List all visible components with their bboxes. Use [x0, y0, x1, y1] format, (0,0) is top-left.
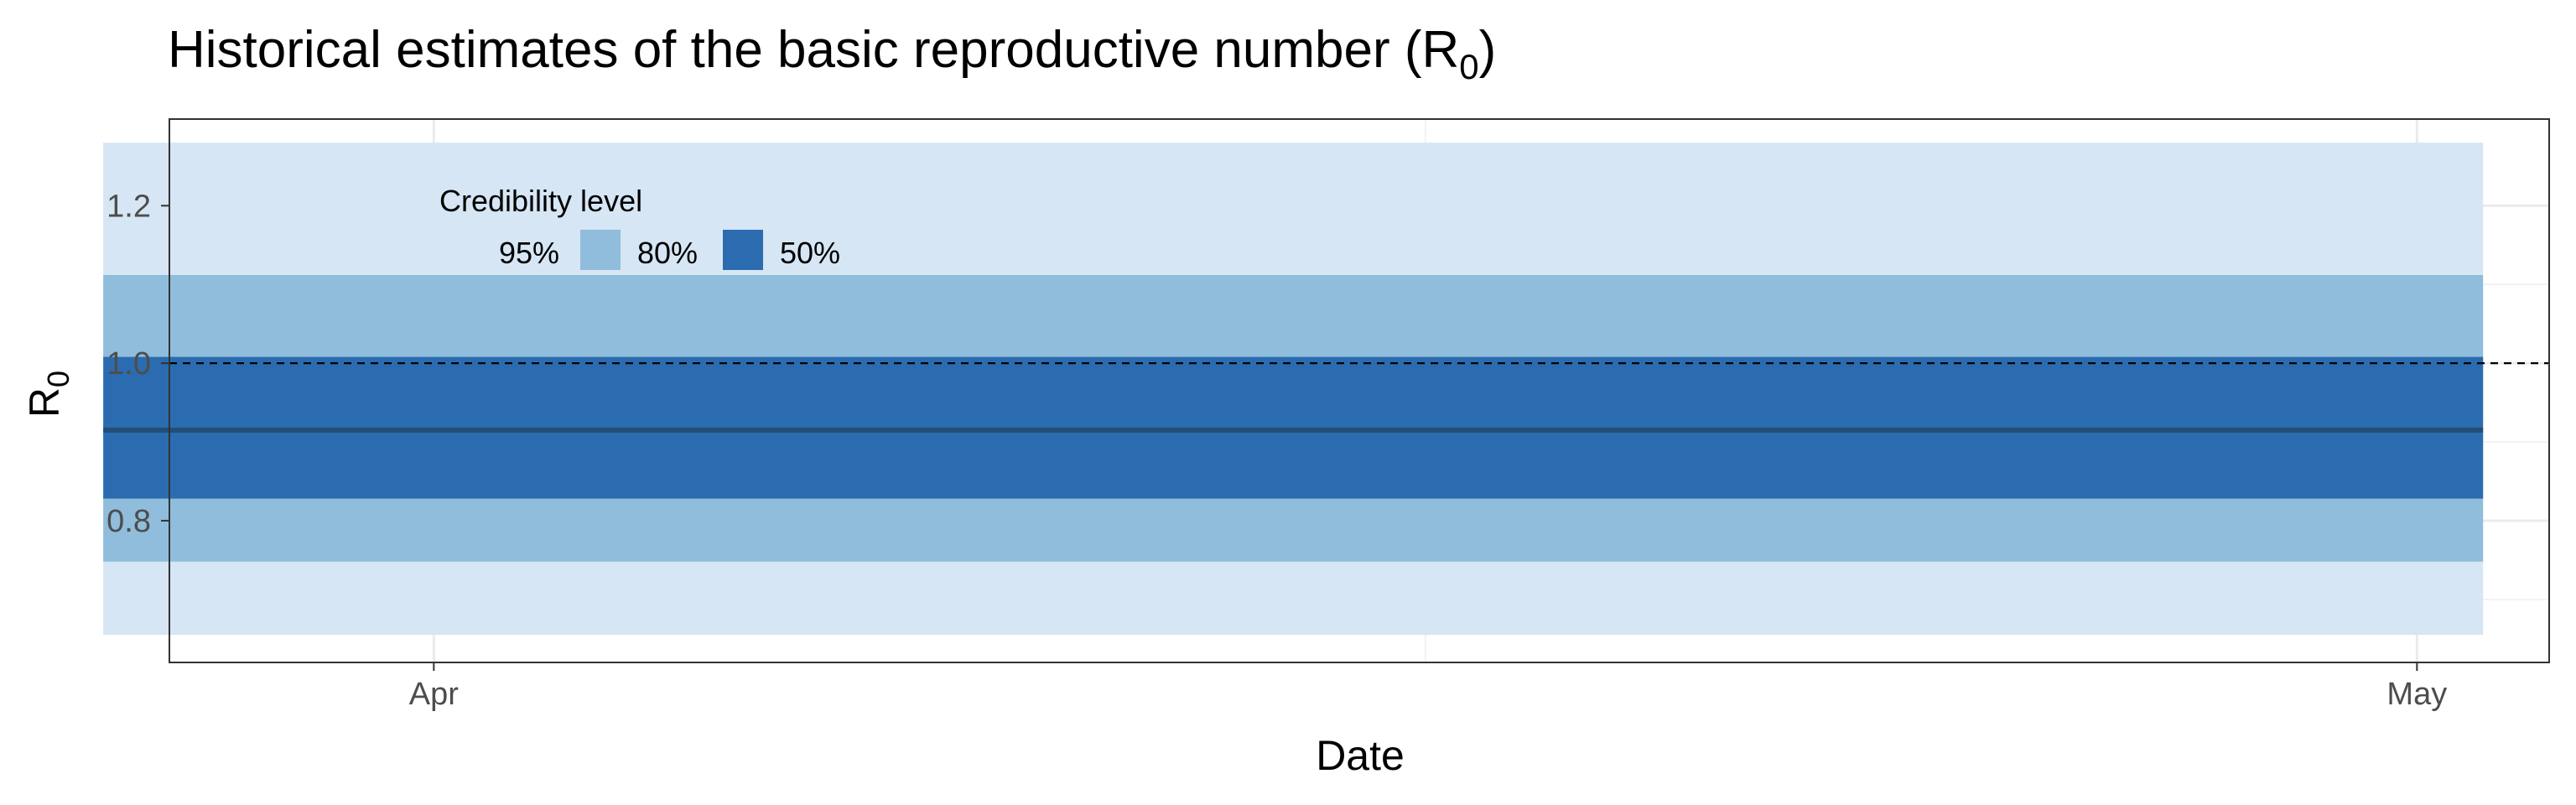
legend-label-50: 50%: [780, 236, 840, 270]
x-tick-label: Apr: [409, 677, 459, 712]
legend-label-80: 80%: [637, 236, 698, 270]
legend-title: Credibility level: [439, 184, 642, 218]
legend-label-95: 95%: [499, 236, 559, 270]
legend: Credibility level 95% 80% 50%: [439, 184, 840, 270]
chart-title: Historical estimates of the basic reprod…: [168, 21, 1496, 86]
y-tick-label: 0.8: [106, 504, 151, 539]
legend-swatch-80: [580, 230, 621, 270]
chart-title-main: Historical estimates of the basic reprod…: [168, 21, 1459, 79]
y-tick-label: 1.2: [106, 189, 151, 224]
y-tick-label: 1.0: [106, 346, 151, 382]
legend-swatch-50: [723, 230, 763, 270]
x-axis-ticks: Apr May: [409, 662, 2447, 712]
x-tick-label: May: [2386, 677, 2447, 712]
y-axis-title-group: R0: [21, 371, 75, 418]
y-axis-title-main: R: [21, 387, 68, 418]
y-axis-title: R0: [21, 371, 75, 418]
legend-entries: 95% 80% 50%: [499, 230, 840, 270]
x-axis-title: Date: [1316, 732, 1405, 779]
panel-border: [169, 118, 2550, 663]
y-axis-ticks: 0.8 1.0 1.2: [106, 189, 169, 539]
y-axis-title-subscript: 0: [41, 371, 75, 387]
chart-title-subscript: 0: [1459, 47, 1478, 86]
chart-title-suffix: ): [1479, 21, 1497, 79]
